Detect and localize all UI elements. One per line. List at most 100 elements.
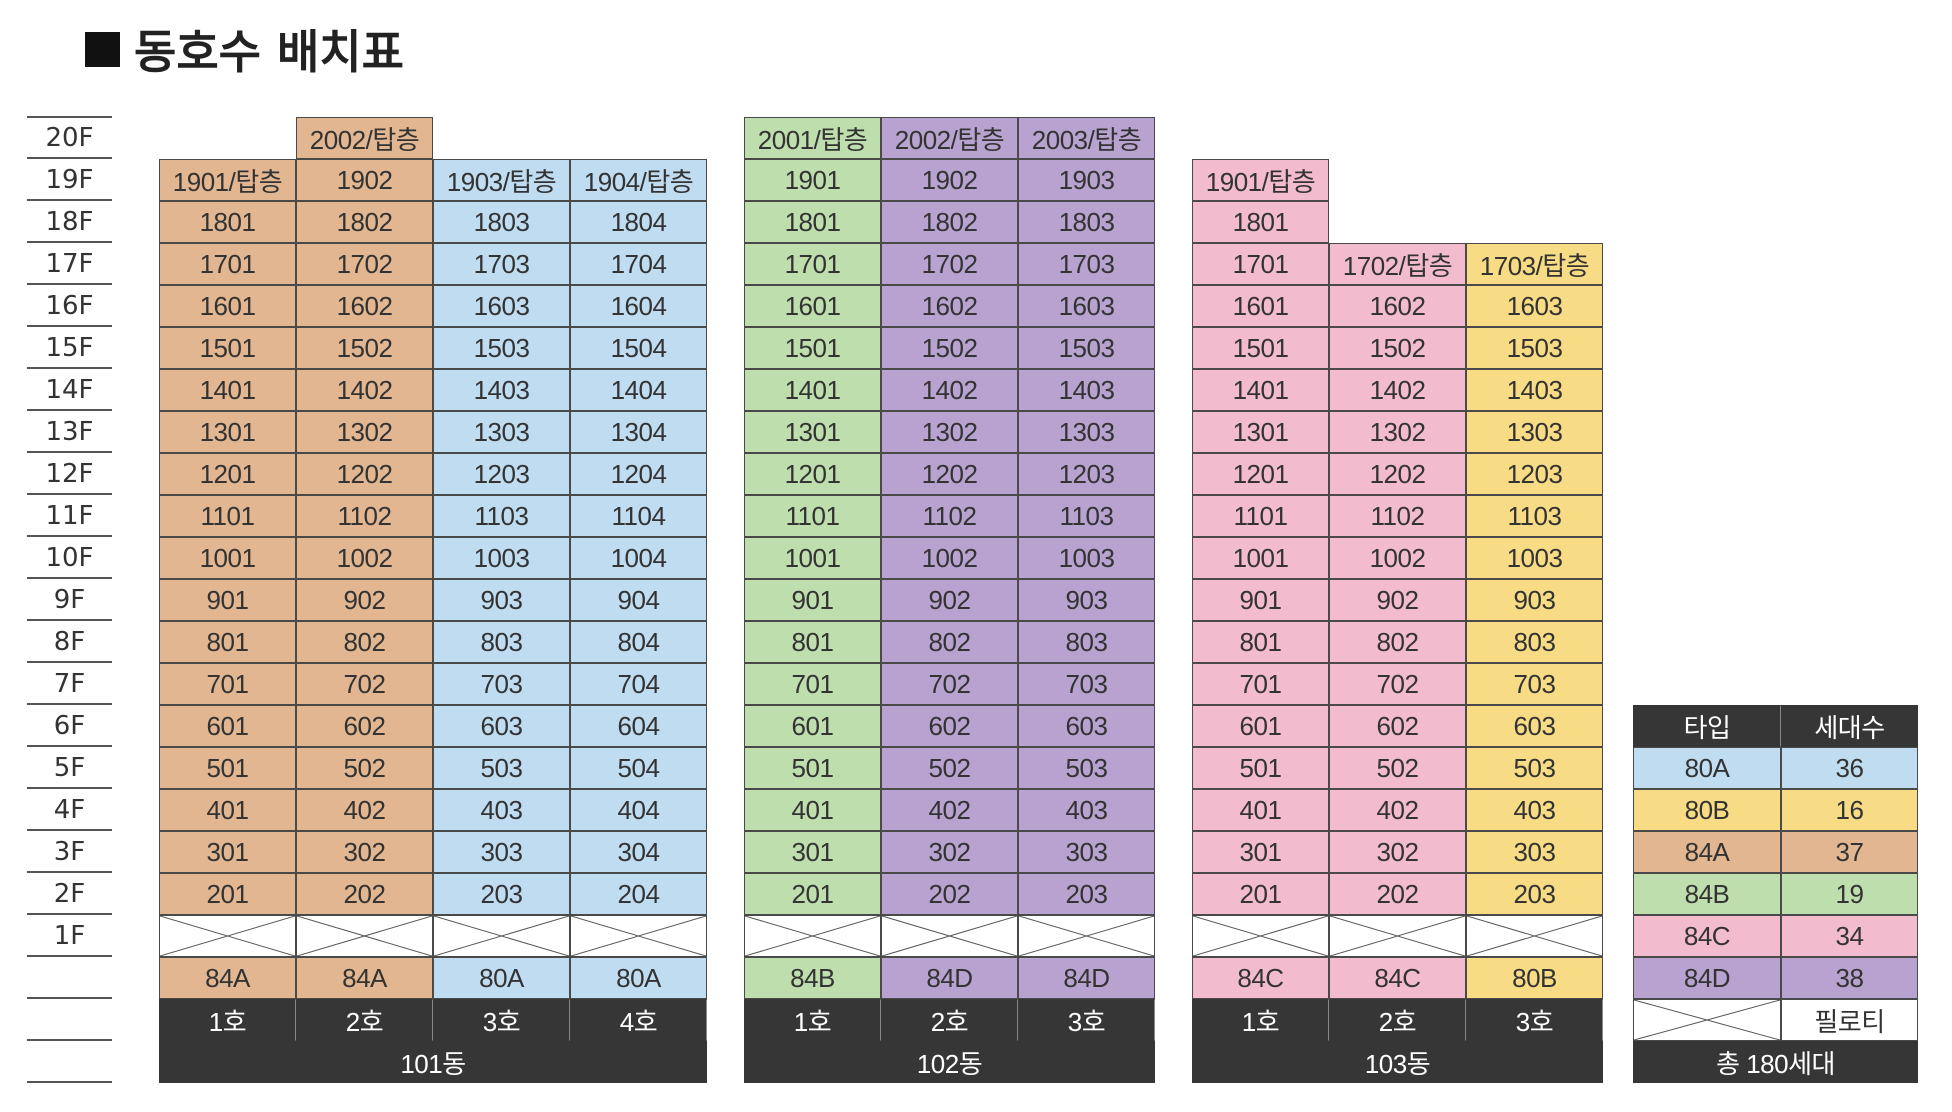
unit-cell: 1004 [570, 537, 707, 579]
unit-cell: 1603 [1018, 285, 1155, 327]
unit-cell: 1801 [744, 201, 881, 243]
unit-cell: 1902 [881, 159, 1018, 201]
unit-cell: 1803 [1018, 201, 1155, 243]
legend-count-cell: 34 [1781, 915, 1918, 957]
floor-label: 2F [27, 873, 112, 915]
floor-extra-line [27, 997, 112, 999]
line-number-cell: 3호 [433, 999, 570, 1041]
unit-cell: 801 [1192, 621, 1329, 663]
pilotis-cell [744, 915, 881, 957]
unit-cell: 1603 [433, 285, 570, 327]
unit-cell: 802 [1329, 621, 1466, 663]
unit-cell: 301 [1192, 831, 1329, 873]
unit-cell: 1902 [296, 159, 433, 201]
unit-cell: 701 [159, 663, 296, 705]
unit-cell: 1102 [881, 495, 1018, 537]
unit-cell: 503 [1018, 747, 1155, 789]
unit-cell: 1401 [744, 369, 881, 411]
unit-cell: 1201 [1192, 453, 1329, 495]
unit-cell: 803 [1018, 621, 1155, 663]
unit-cell: 801 [744, 621, 881, 663]
unit-type-cell: 84C [1329, 957, 1466, 999]
unit-cell: 1701 [744, 243, 881, 285]
unit-cell: 702 [1329, 663, 1466, 705]
unit-cell: 202 [881, 873, 1018, 915]
pilotis-cross-icon [1330, 916, 1465, 956]
unit-cell: 1201 [159, 453, 296, 495]
unit-cell: 1303 [1018, 411, 1155, 453]
pilotis-cross-icon [882, 916, 1017, 956]
unit-cell: 204 [570, 873, 707, 915]
unit-cell: 402 [296, 789, 433, 831]
unit-cell: 1203 [1018, 453, 1155, 495]
floor-extra-line [27, 1081, 112, 1083]
building-name-cell: 103동 [1192, 1041, 1603, 1083]
unit-cell: 501 [744, 747, 881, 789]
floor-label: 17F [27, 243, 112, 285]
unit-cell: 1301 [159, 411, 296, 453]
floor-label: 1F [27, 915, 112, 957]
unit-cell: 1403 [1018, 369, 1155, 411]
unit-type-cell: 84A [296, 957, 433, 999]
unit-cell: 1103 [1466, 495, 1603, 537]
unit-cell: 202 [296, 873, 433, 915]
unit-cell: 2002/탑층 [881, 117, 1018, 159]
unit-cell: 1003 [1466, 537, 1603, 579]
unit-cell: 403 [1018, 789, 1155, 831]
floor-label: 10F [27, 537, 112, 579]
unit-cell: 1901 [744, 159, 881, 201]
unit-cell: 1602 [1329, 285, 1466, 327]
legend-type-cell: 84A [1633, 831, 1781, 873]
unit-cell: 502 [881, 747, 1018, 789]
unit-cell: 1701 [1192, 243, 1329, 285]
unit-cell: 1202 [881, 453, 1018, 495]
unit-cell: 1504 [570, 327, 707, 369]
pilotis-cell [1192, 915, 1329, 957]
floor-label: 13F [27, 411, 112, 453]
unit-cell: 1403 [1466, 369, 1603, 411]
floor-label: 7F [27, 663, 112, 705]
pilotis-cross-icon [160, 916, 295, 956]
unit-cell: 604 [570, 705, 707, 747]
pilotis-cell [159, 915, 296, 957]
unit-cell: 403 [1466, 789, 1603, 831]
building-name-cell: 101동 [159, 1041, 707, 1083]
unit-type-cell: 84C [1192, 957, 1329, 999]
unit-cell: 1301 [1192, 411, 1329, 453]
unit-cell: 1802 [296, 201, 433, 243]
unit-cell: 1903 [1018, 159, 1155, 201]
unit-cell: 1801 [1192, 201, 1329, 243]
unit-cell: 304 [570, 831, 707, 873]
pilotis-cell [570, 915, 707, 957]
unit-cell: 1901/탑층 [159, 159, 296, 201]
unit-cell: 1103 [433, 495, 570, 537]
legend-count-cell: 36 [1781, 747, 1918, 789]
line-number-cell: 2호 [1329, 999, 1466, 1041]
unit-cell: 1503 [1018, 327, 1155, 369]
legend-count-cell: 16 [1781, 789, 1918, 831]
floor-label: 8F [27, 621, 112, 663]
unit-cell: 1002 [1329, 537, 1466, 579]
unit-cell: 302 [1329, 831, 1466, 873]
legend-count-cell: 37 [1781, 831, 1918, 873]
unit-cell: 901 [1192, 579, 1329, 621]
unit-cell: 904 [570, 579, 707, 621]
line-number-cell: 2호 [881, 999, 1018, 1041]
unit-cell: 1602 [881, 285, 1018, 327]
unit-cell: 1003 [1018, 537, 1155, 579]
unit-cell: 602 [1329, 705, 1466, 747]
unit-cell: 1101 [1192, 495, 1329, 537]
unit-cell: 1604 [570, 285, 707, 327]
unit-cell: 502 [1329, 747, 1466, 789]
unit-cell: 802 [296, 621, 433, 663]
line-number-cell: 3호 [1466, 999, 1603, 1041]
unit-cell: 1703 [1018, 243, 1155, 285]
pilotis-cross-icon [434, 916, 569, 956]
unit-cell: 1203 [433, 453, 570, 495]
unit-cell: 1403 [433, 369, 570, 411]
unit-cell: 402 [1329, 789, 1466, 831]
unit-cell: 2001/탑층 [744, 117, 881, 159]
legend-pilotis-swatch [1633, 999, 1781, 1041]
unit-cell: 601 [1192, 705, 1329, 747]
unit-cell: 704 [570, 663, 707, 705]
